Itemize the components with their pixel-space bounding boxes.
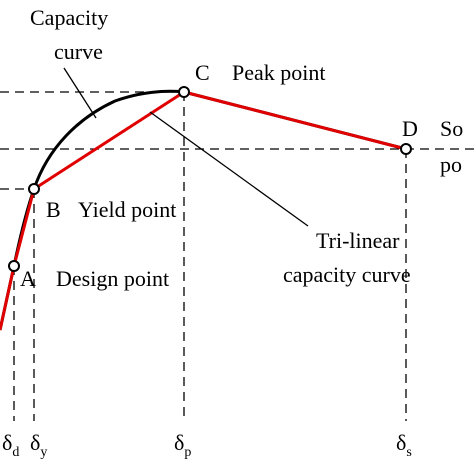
point-b-label: Yield point [78,197,176,222]
trilinear-label-line2: capacity curve [283,262,411,287]
point-d-label-line1: So [440,116,463,141]
capacity-curve [0,89,407,331]
tick-label-delta-d: δd [2,430,19,460]
residual-point-marker [400,143,412,155]
trilinear-curve-leader [149,111,309,227]
point-c-label: Peak point [232,60,326,85]
peak-point-marker [178,86,190,98]
tick-label-delta-y: δy [30,430,47,460]
point-b-letter: B [46,197,61,222]
characteristic-points [8,86,412,272]
yield-point-marker [28,183,40,195]
point-d-letter: D [402,116,418,141]
trilinear-capacity-curve [0,90,407,331]
point-c-letter: C [195,60,210,85]
guide-lines [0,91,474,421]
tick-label-delta-p: δp [174,430,191,460]
capacity-curve-leader [63,67,97,119]
trilinear-label-line1: Tri-linear [316,228,400,253]
design-point-marker [8,260,20,272]
point-a-label: Design point [56,266,169,291]
point-d-label-line2: po [440,152,462,177]
tick-label-delta-s: δs [396,430,412,460]
capacity-curve-label-line1: Capacity [30,5,108,30]
point-a-letter: A [20,266,36,291]
capacity-curve-label-line2: curve [54,39,103,64]
x-axis-tick-labels: δd δy δp δs [2,430,412,460]
